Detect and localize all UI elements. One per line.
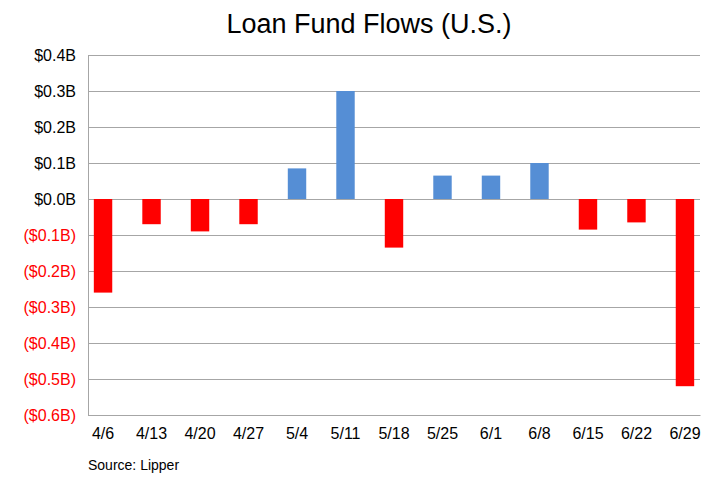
source-note: Source: Lipper <box>88 457 179 473</box>
y-tick: $0.1B <box>34 155 88 172</box>
x-tick-label: 6/15 <box>572 425 603 442</box>
plot-area: ($0.6B) ($0.5B) ($0.4B) ($0.3B) ($0.2B) ($0.1… <box>24 47 701 443</box>
y-tick-label: $0.1B <box>34 155 76 172</box>
x-tick: 5/25 <box>427 415 458 442</box>
y-tick: $0.3B <box>34 83 88 100</box>
grid-line <box>88 127 700 128</box>
grid-line <box>88 163 700 164</box>
grid-line <box>88 379 700 380</box>
x-tick-label: 5/18 <box>378 425 409 442</box>
grid-line <box>88 307 700 308</box>
x-tick-label: 6/29 <box>669 425 700 442</box>
x-tick: 4/6 <box>92 415 114 442</box>
x-tick: 4/13 <box>136 415 167 442</box>
grid-line <box>88 343 700 344</box>
y-tick: $0.2B <box>34 119 88 136</box>
y-tick-label: ($0.2B) <box>24 263 76 280</box>
bar <box>579 199 597 230</box>
x-tick-label: 6/22 <box>621 425 652 442</box>
y-tick-label: ($0.4B) <box>24 335 76 352</box>
x-tick: 6/29 <box>669 415 700 442</box>
bar <box>191 199 209 231</box>
y-tick-label: ($0.3B) <box>24 299 76 316</box>
y-tick: ($0.1B) <box>24 227 88 244</box>
x-tick: 6/15 <box>572 415 603 442</box>
x-axis-line <box>89 415 701 416</box>
y-tick-label: ($0.1B) <box>24 227 76 244</box>
grid <box>88 55 700 415</box>
y-tick: $0.4B <box>34 47 88 64</box>
y-tick: ($0.5B) <box>24 371 88 388</box>
y-tick-label: ($0.5B) <box>24 371 76 388</box>
x-tick-label: 6/8 <box>528 425 550 442</box>
y-tick: ($0.6B) <box>24 407 88 424</box>
x-tick-label: 4/27 <box>233 425 264 442</box>
bar <box>676 199 694 386</box>
y-tick: ($0.4B) <box>24 335 88 352</box>
x-tick: 4/27 <box>233 415 264 442</box>
bar <box>385 199 403 248</box>
y-tick: $0.0B <box>34 191 88 208</box>
y-axis: ($0.6B) ($0.5B) ($0.4B) ($0.3B) ($0.2B) ($0.1… <box>24 47 89 424</box>
bar <box>239 199 257 224</box>
y-tick-label: $0.3B <box>34 83 76 100</box>
bars <box>94 91 694 386</box>
x-tick-label: 4/13 <box>136 425 167 442</box>
bar <box>288 168 306 199</box>
x-tick-label: 4/6 <box>92 425 114 442</box>
y-tick-label: ($0.6B) <box>24 407 76 424</box>
title: Loan Fund Flows (U.S.) <box>226 9 511 39</box>
x-tick: 5/18 <box>378 415 409 442</box>
bar <box>94 199 112 293</box>
y-tick-label: $0.0B <box>34 191 76 208</box>
x-tick-label: 4/20 <box>184 425 215 442</box>
y-tick-label: $0.4B <box>34 47 76 64</box>
x-tick-label: 6/1 <box>480 425 502 442</box>
x-tick: 6/1 <box>480 415 502 442</box>
x-tick-label: 5/25 <box>427 425 458 442</box>
x-axis: 4/6 4/13 4/20 4/27 5/4 5/11 5/18 5/25 6/1 6/8 6/15… <box>89 415 701 442</box>
y-tick: ($0.3B) <box>24 299 88 316</box>
x-tick-label: 5/4 <box>286 425 308 442</box>
y-axis-line <box>88 56 89 416</box>
grid-line <box>88 55 700 56</box>
bar <box>433 176 451 199</box>
grid-line <box>88 415 700 416</box>
y-tick-label: $0.2B <box>34 119 76 136</box>
x-tick: 5/4 <box>286 415 308 442</box>
x-tick: 6/8 <box>528 415 550 442</box>
x-tick: 4/20 <box>184 415 215 442</box>
bar <box>627 199 645 222</box>
y-tick: ($0.2B) <box>24 263 88 280</box>
bar <box>482 176 500 199</box>
grid-line <box>88 91 700 92</box>
chart: ($0.6B) ($0.5B) ($0.4B) ($0.3B) ($0.2B) ($0.1… <box>0 0 702 484</box>
grid-line <box>88 271 700 272</box>
bar <box>530 163 548 199</box>
x-tick: 5/11 <box>331 415 361 442</box>
bar <box>336 91 354 199</box>
bar <box>142 199 160 224</box>
x-tick: 6/22 <box>621 415 652 442</box>
x-tick-label: 5/11 <box>331 425 361 442</box>
